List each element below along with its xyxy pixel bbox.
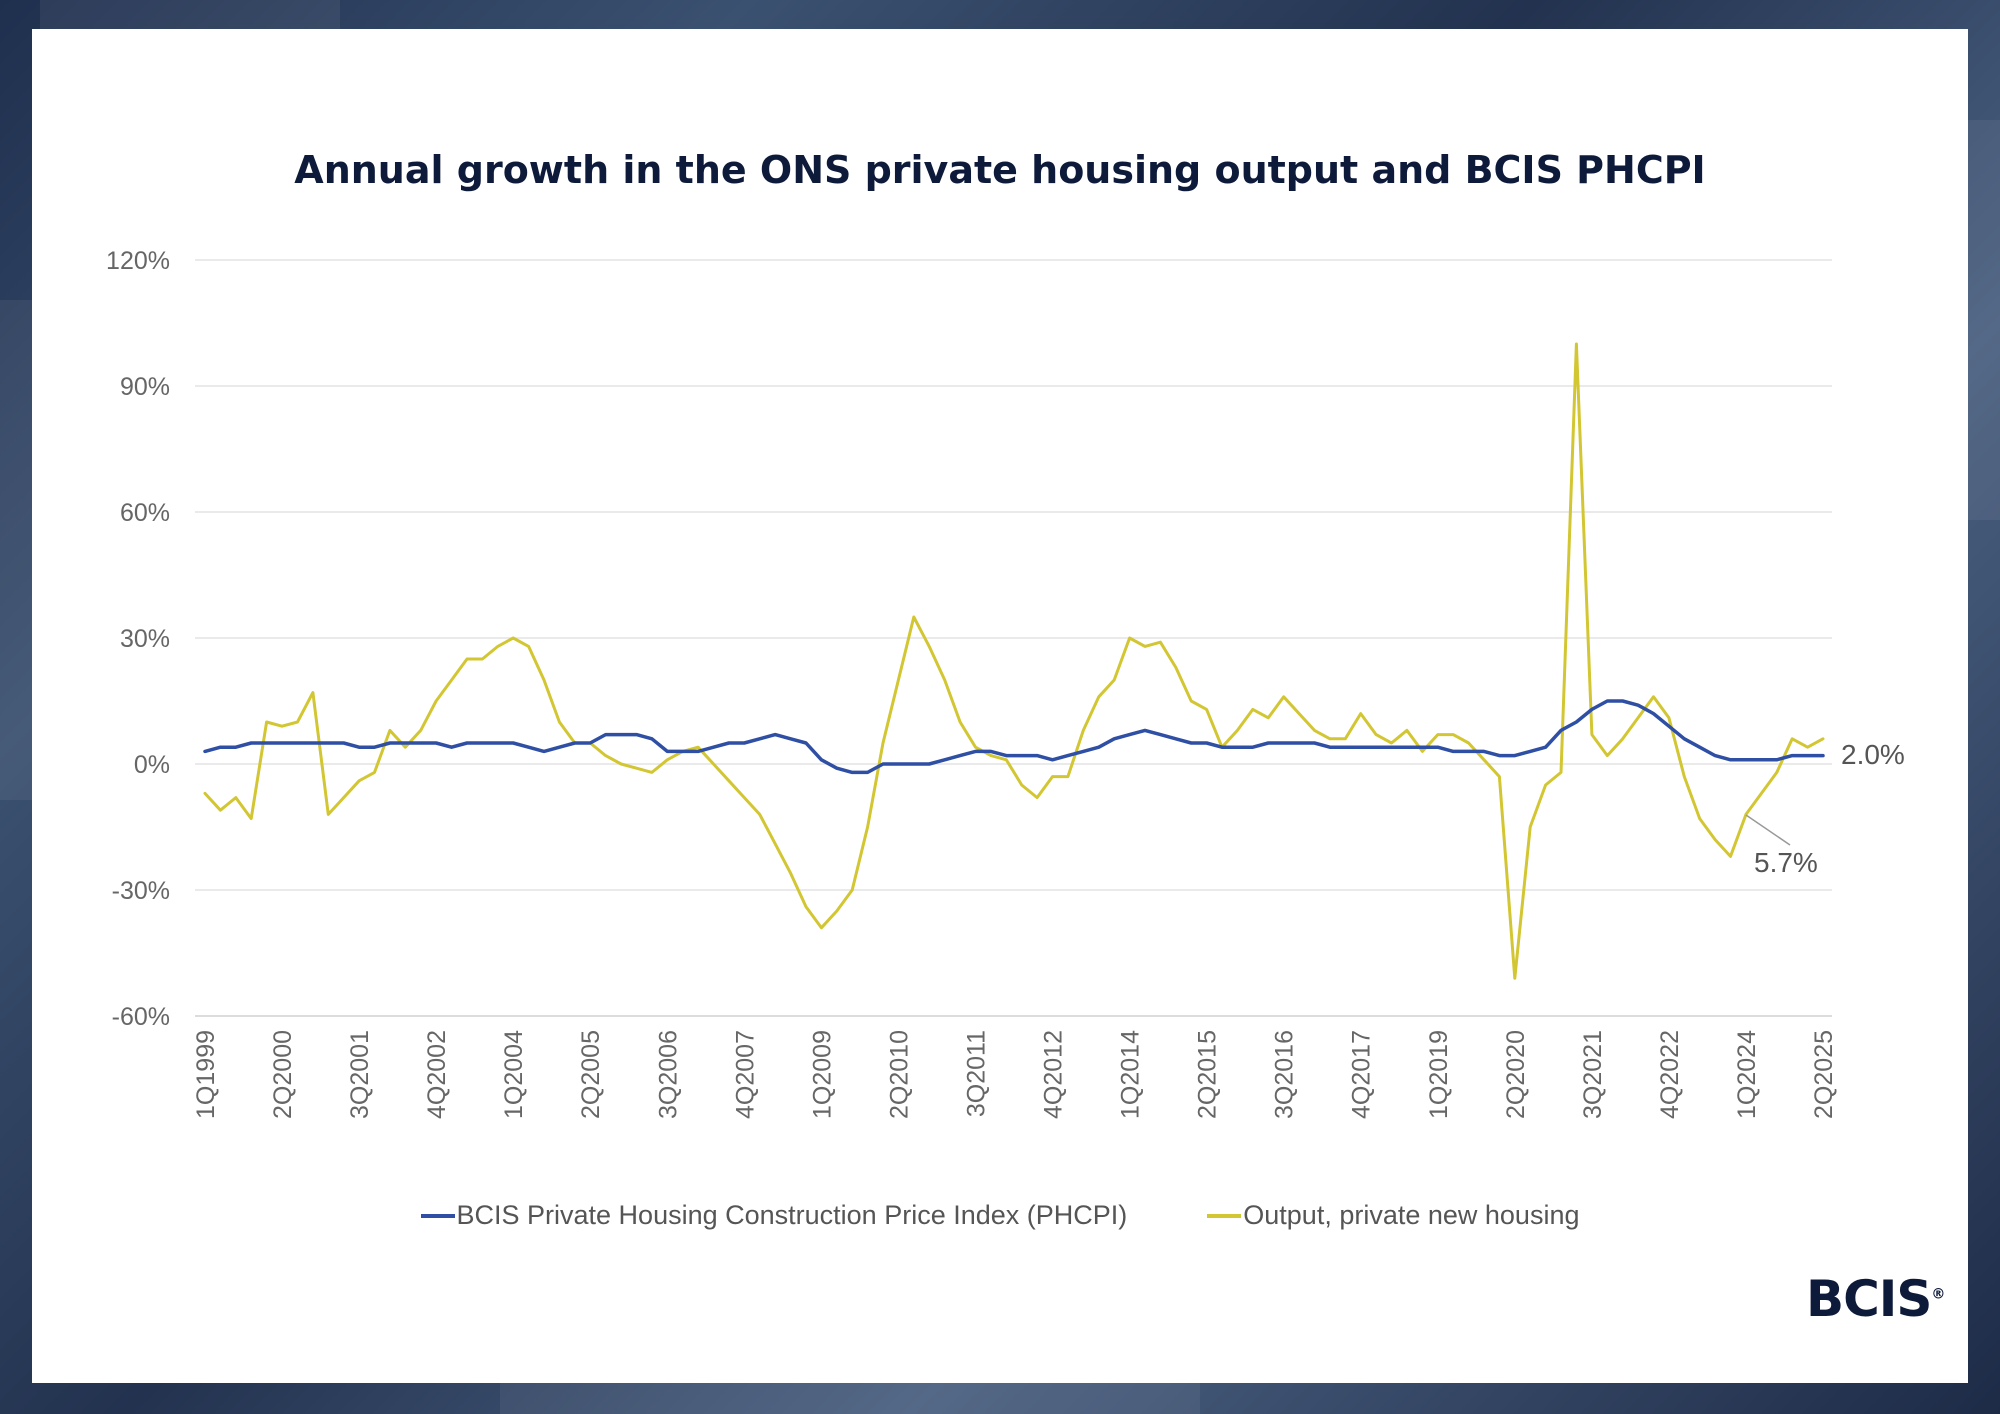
x-tick-label: 3Q2001 <box>346 1030 374 1119</box>
legend-label-output: Output, private new housing <box>1243 1200 1580 1230</box>
legend-item-phcpi[interactable]: BCIS Private Housing Construction Price … <box>420 1200 1128 1231</box>
annotations: 2.0% 5.7% <box>1745 739 1905 878</box>
x-tick-label: 4Q2022 <box>1656 1030 1684 1119</box>
annotation-leader-line <box>1745 814 1791 846</box>
x-tick-label: 1Q2004 <box>500 1030 528 1119</box>
x-tick-label: 4Q2012 <box>1040 1030 1068 1119</box>
background-panel <box>500 1383 1200 1414</box>
x-tick-label: 1Q2024 <box>1733 1030 1761 1119</box>
x-tick-label: 4Q2002 <box>423 1030 451 1119</box>
x-tick-label: 1Q1999 <box>192 1030 220 1119</box>
legend-item-output[interactable]: Output, private new housing <box>1207 1200 1579 1231</box>
background-panel <box>1968 120 2000 520</box>
x-tick-label: 2Q2025 <box>1810 1030 1838 1119</box>
x-axis-ticks: 1Q1999 2Q2000 3Q2001 4Q2002 1Q2004 2Q2005 3Q20… <box>192 1030 1838 1119</box>
series-line-phcpi <box>203 699 1825 775</box>
x-tick-label: 4Q2017 <box>1348 1030 1376 1119</box>
annotation-label-phcpi: 2.0% <box>1841 739 1905 770</box>
registered-mark: ® <box>1931 1286 1946 1303</box>
legend-label-phcpi: BCIS Private Housing Construction Price … <box>456 1200 1128 1230</box>
series-lines <box>203 342 1825 980</box>
bcis-logo: BCIS® <box>1806 1270 1945 1328</box>
x-tick-label: 1Q2014 <box>1117 1030 1145 1119</box>
y-tick-label: -60% <box>112 1003 170 1031</box>
y-tick-label: 90% <box>120 373 170 401</box>
y-tick-label: 120% <box>106 247 170 275</box>
y-tick-label: 0% <box>134 751 170 779</box>
x-tick-label: 2Q2010 <box>885 1030 913 1119</box>
chart-title: Annual growth in the ONS private housing… <box>294 148 1706 192</box>
x-tick-label: 2Q2000 <box>269 1030 297 1119</box>
x-tick-label: 3Q2006 <box>654 1030 682 1119</box>
series-line-output <box>203 342 1825 980</box>
logo-text: BCIS <box>1806 1270 1932 1328</box>
y-tick-label: 60% <box>120 499 170 527</box>
legend-swatch-phcpi <box>420 1213 455 1218</box>
x-tick-label: 1Q2019 <box>1425 1030 1453 1119</box>
x-tick-label: 2Q2005 <box>577 1030 605 1119</box>
background-panel <box>40 0 340 29</box>
x-tick-label: 3Q2011 <box>962 1030 990 1117</box>
background-panel <box>0 300 32 800</box>
x-tick-label: 1Q2009 <box>808 1030 836 1119</box>
legend-swatch-output <box>1207 1213 1242 1218</box>
x-tick-label: 3Q2016 <box>1271 1030 1299 1119</box>
y-tick-label: -30% <box>112 877 170 905</box>
x-tick-label: 4Q2007 <box>731 1030 759 1119</box>
x-tick-label: 3Q2021 <box>1579 1030 1607 1119</box>
legend: BCIS Private Housing Construction Price … <box>0 1200 2000 1231</box>
y-tick-label: 30% <box>120 625 170 653</box>
gridlines <box>195 259 1832 1017</box>
annotation-label-output: 5.7% <box>1754 847 1818 878</box>
x-tick-label: 2Q2015 <box>1194 1030 1222 1119</box>
y-axis-ticks: 120% 90% 60% 30% 0% -30% -60% <box>106 247 170 1031</box>
x-tick-label: 2Q2020 <box>1502 1030 1530 1119</box>
